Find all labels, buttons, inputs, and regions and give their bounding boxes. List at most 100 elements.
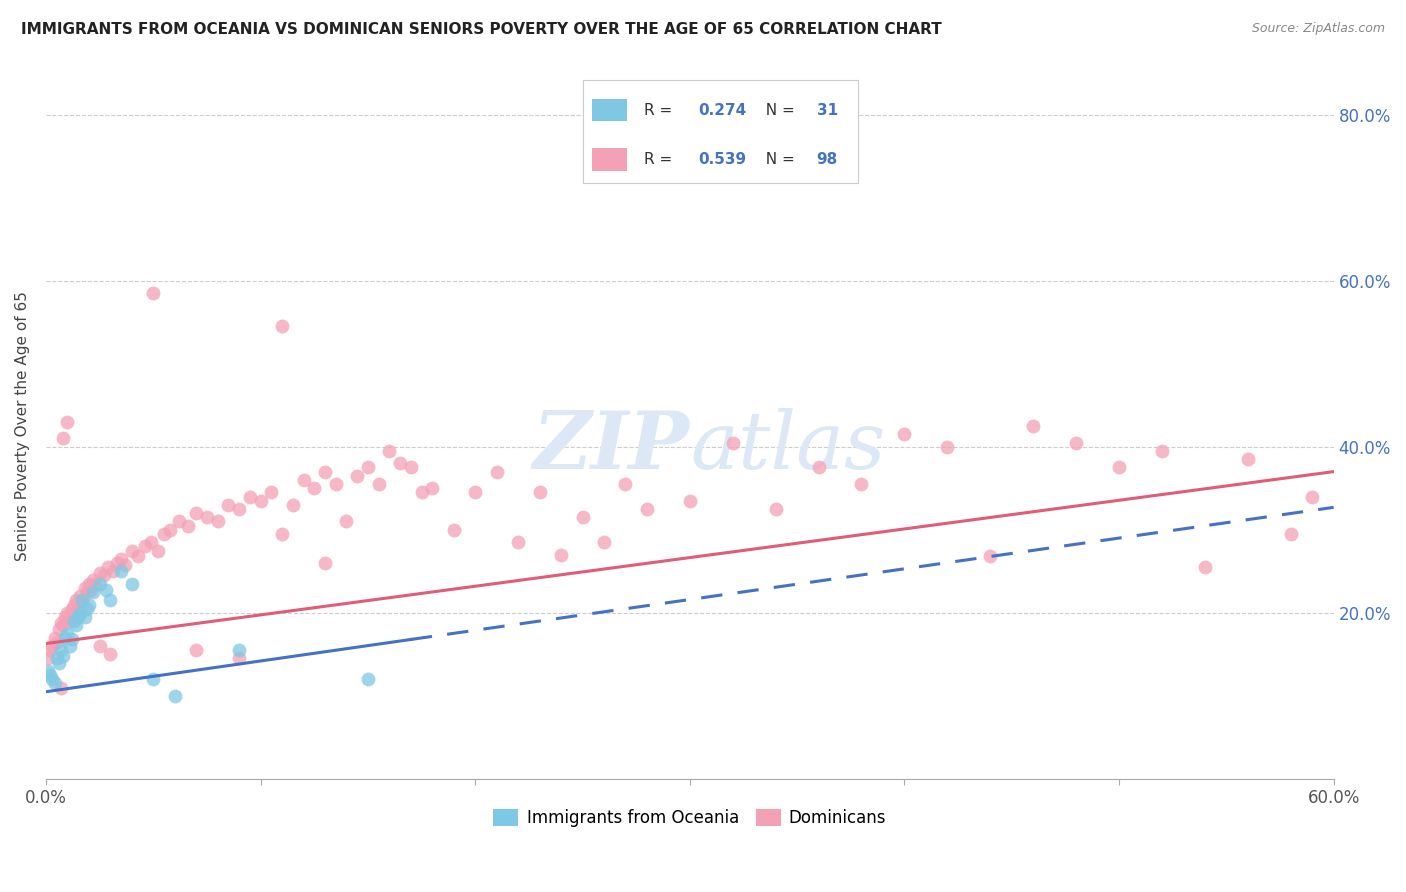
Point	[281, 498, 304, 512]
Point	[48, 623, 70, 637]
Point	[127, 549, 149, 564]
Point	[979, 549, 1001, 564]
Text: N =: N =	[756, 103, 800, 118]
Point	[52, 618, 75, 632]
Point	[84, 576, 107, 591]
Point	[464, 485, 486, 500]
Point	[114, 558, 136, 572]
Point	[1194, 560, 1216, 574]
Point	[67, 601, 90, 615]
Point	[357, 460, 380, 475]
Point	[72, 593, 94, 607]
Point	[49, 681, 72, 695]
Point	[58, 614, 80, 628]
Point	[325, 477, 347, 491]
Point	[1150, 443, 1173, 458]
Point	[636, 502, 658, 516]
Point	[53, 631, 76, 645]
Point	[101, 564, 124, 578]
Point	[89, 639, 111, 653]
Point	[485, 465, 508, 479]
Point	[39, 643, 62, 657]
Text: R =: R =	[644, 103, 676, 118]
Point	[65, 593, 87, 607]
Point	[195, 510, 218, 524]
Point	[443, 523, 465, 537]
Y-axis label: Seniors Poverty Over the Age of 65: Seniors Poverty Over the Age of 65	[15, 291, 30, 561]
Point	[65, 618, 87, 632]
Point	[228, 502, 250, 516]
Point	[98, 648, 121, 662]
Point	[76, 601, 98, 615]
Point	[105, 556, 128, 570]
Text: N =: N =	[756, 152, 800, 167]
Point	[41, 672, 63, 686]
Text: 0.539: 0.539	[699, 152, 747, 167]
Point	[45, 651, 67, 665]
Point	[56, 415, 79, 429]
Point	[1236, 452, 1258, 467]
Point	[186, 506, 208, 520]
Point	[167, 515, 190, 529]
Point	[614, 477, 637, 491]
Point	[508, 535, 530, 549]
Point	[159, 523, 181, 537]
Point	[420, 481, 443, 495]
Point	[271, 319, 294, 334]
FancyBboxPatch shape	[592, 99, 627, 121]
Point	[89, 576, 111, 591]
Point	[60, 632, 83, 647]
Point	[73, 610, 96, 624]
Point	[217, 498, 239, 512]
Point	[765, 502, 787, 516]
Point	[186, 643, 208, 657]
Point	[292, 473, 315, 487]
Point	[314, 556, 336, 570]
Text: 98: 98	[817, 152, 838, 167]
Point	[207, 515, 229, 529]
Point	[721, 435, 744, 450]
Point	[176, 518, 198, 533]
Point	[271, 527, 294, 541]
Point	[94, 582, 117, 597]
Point	[1301, 490, 1323, 504]
Point	[121, 576, 143, 591]
Point	[63, 614, 86, 628]
Text: atlas: atlas	[690, 409, 886, 486]
Point	[807, 460, 830, 475]
Point	[389, 456, 412, 470]
Point	[346, 468, 368, 483]
Point	[73, 581, 96, 595]
Point	[44, 676, 66, 690]
Point	[936, 440, 959, 454]
Point	[56, 606, 79, 620]
Point	[357, 672, 380, 686]
FancyBboxPatch shape	[592, 148, 627, 170]
Point	[67, 610, 90, 624]
Point	[228, 651, 250, 665]
Point	[82, 585, 104, 599]
Point	[56, 626, 79, 640]
Point	[76, 585, 98, 599]
Point	[52, 431, 75, 445]
Point	[49, 615, 72, 630]
Point	[48, 656, 70, 670]
Point	[249, 493, 271, 508]
Point	[260, 485, 283, 500]
Legend: Immigrants from Oceania, Dominicans: Immigrants from Oceania, Dominicans	[486, 803, 893, 834]
Point	[89, 566, 111, 580]
Point	[146, 543, 169, 558]
Point	[1022, 419, 1045, 434]
Point	[139, 535, 162, 549]
Point	[72, 593, 94, 607]
Point	[411, 485, 433, 500]
Point	[77, 576, 100, 591]
Text: ZIP: ZIP	[533, 409, 690, 486]
Point	[52, 648, 75, 663]
Point	[93, 568, 115, 582]
Point	[37, 664, 59, 678]
Point	[44, 631, 66, 645]
Point	[134, 540, 156, 554]
Point	[851, 477, 873, 491]
Point	[60, 601, 83, 615]
